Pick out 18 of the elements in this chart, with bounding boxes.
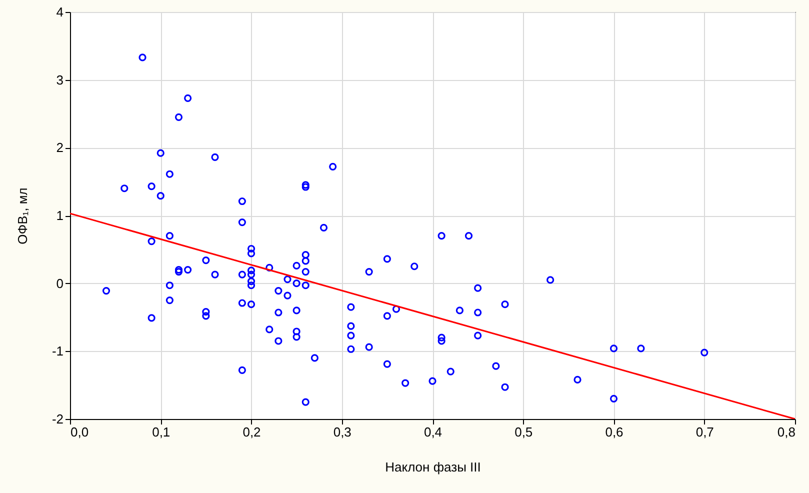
y-axis-title: ОФВ₁, мл bbox=[14, 188, 30, 244]
x-tick-label: 0,1 bbox=[152, 424, 170, 440]
x-tick-label: 0,3 bbox=[333, 424, 352, 440]
y-tick-label: 1 bbox=[56, 208, 64, 223]
y-tick-label: 3 bbox=[56, 72, 64, 88]
y-tick-label: 0 bbox=[56, 276, 64, 291]
y-tick-label: -2 bbox=[52, 412, 64, 426]
x-tick-label: 0,5 bbox=[514, 424, 533, 440]
x-tick-label: 0,4 bbox=[424, 424, 442, 440]
x-tick-label: 0,0 bbox=[70, 424, 89, 440]
y-tick-label: 2 bbox=[56, 140, 64, 156]
x-axis-title: Наклон фазы III bbox=[385, 460, 481, 474]
y-tick-label: 4 bbox=[56, 4, 64, 20]
x-tick-label: 0,2 bbox=[242, 424, 261, 440]
x-tick-label: 0,8 bbox=[777, 424, 796, 440]
x-tick-label: 0,7 bbox=[696, 424, 714, 440]
x-tick-label: 0,6 bbox=[605, 424, 624, 440]
y-tick-label: -1 bbox=[52, 344, 64, 359]
